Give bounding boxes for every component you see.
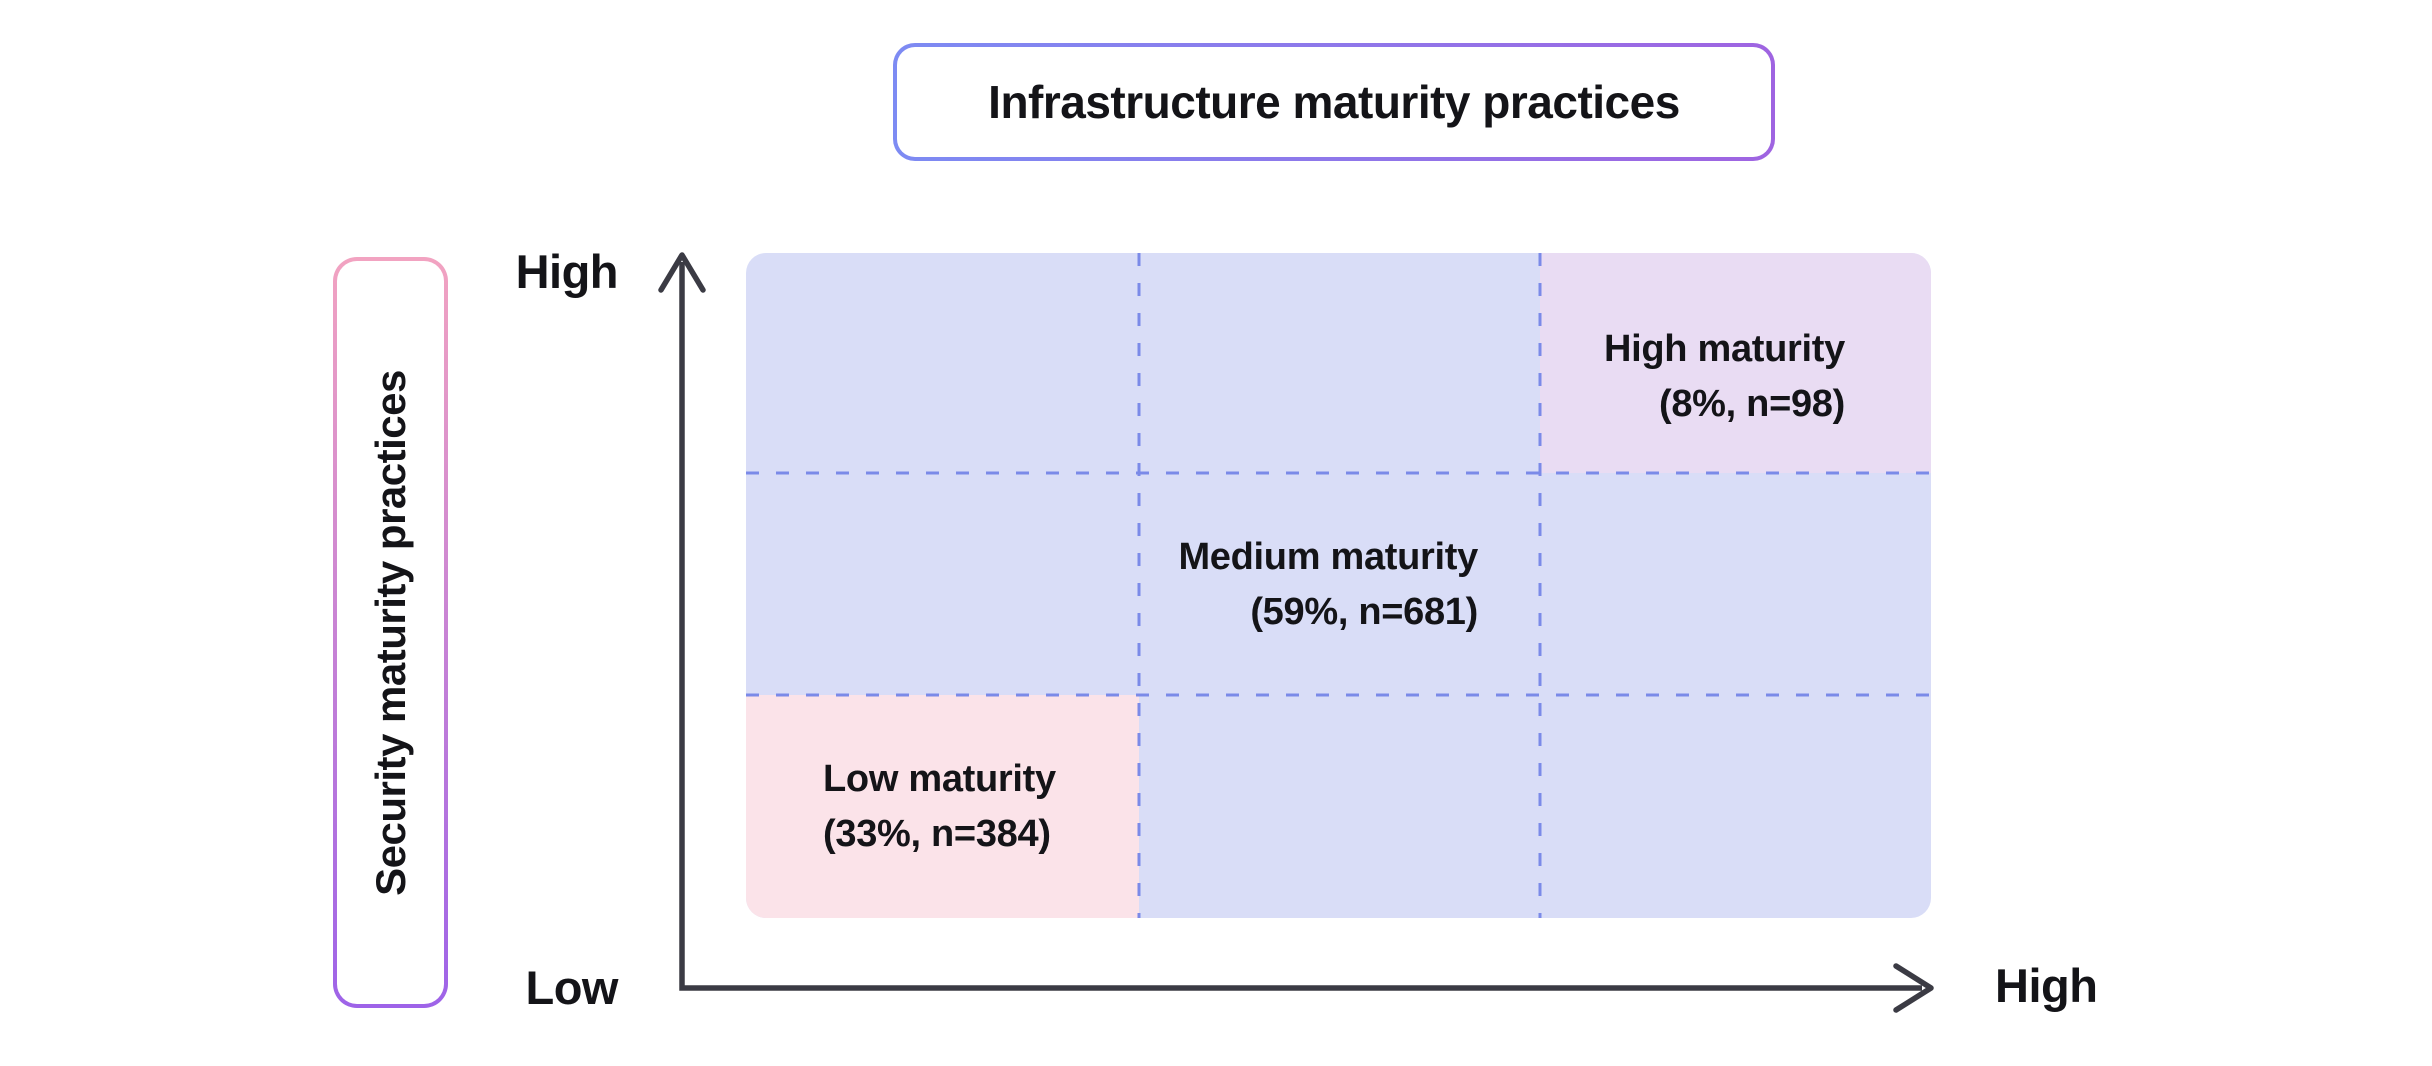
x-axis-high-label: High bbox=[1995, 959, 2098, 1012]
high-maturity-cell bbox=[1540, 253, 1931, 473]
x-axis-title-box: Infrastructure maturity practices bbox=[893, 43, 1775, 161]
x-axis-title: Infrastructure maturity practices bbox=[988, 76, 1680, 128]
low-maturity-label: Low maturity (33%, n=384) bbox=[823, 752, 1056, 862]
medium-maturity-stat: (59%, n=681) bbox=[1250, 591, 1478, 633]
y-axis-arrow-icon bbox=[658, 252, 706, 293]
y-axis-high-label: High bbox=[515, 245, 619, 298]
y-axis-title-box: Security maturity practices bbox=[333, 257, 448, 1008]
medium-maturity-name: Medium maturity bbox=[1178, 536, 1478, 578]
x-axis-arrow-icon bbox=[1893, 963, 1934, 1013]
low-maturity-stat: (33%, n=384) bbox=[823, 813, 1051, 855]
matrix-grid: High maturity (8%, n=98) Medium maturity… bbox=[746, 253, 1931, 918]
medium-maturity-label: Medium maturity (59%, n=681) bbox=[1178, 530, 1478, 640]
grid-dashed-lines bbox=[746, 253, 1931, 918]
low-maturity-name: Low maturity bbox=[823, 758, 1056, 800]
high-maturity-name: High maturity bbox=[1603, 328, 1845, 370]
y-axis-title: Security maturity practices bbox=[366, 369, 414, 896]
y-axis-low-label: Low bbox=[525, 961, 619, 1014]
low-maturity-cell bbox=[746, 695, 1139, 918]
high-maturity-stat: (8%, n=98) bbox=[1658, 383, 1845, 425]
high-maturity-label: High maturity (8%, n=98) bbox=[1604, 322, 1845, 432]
